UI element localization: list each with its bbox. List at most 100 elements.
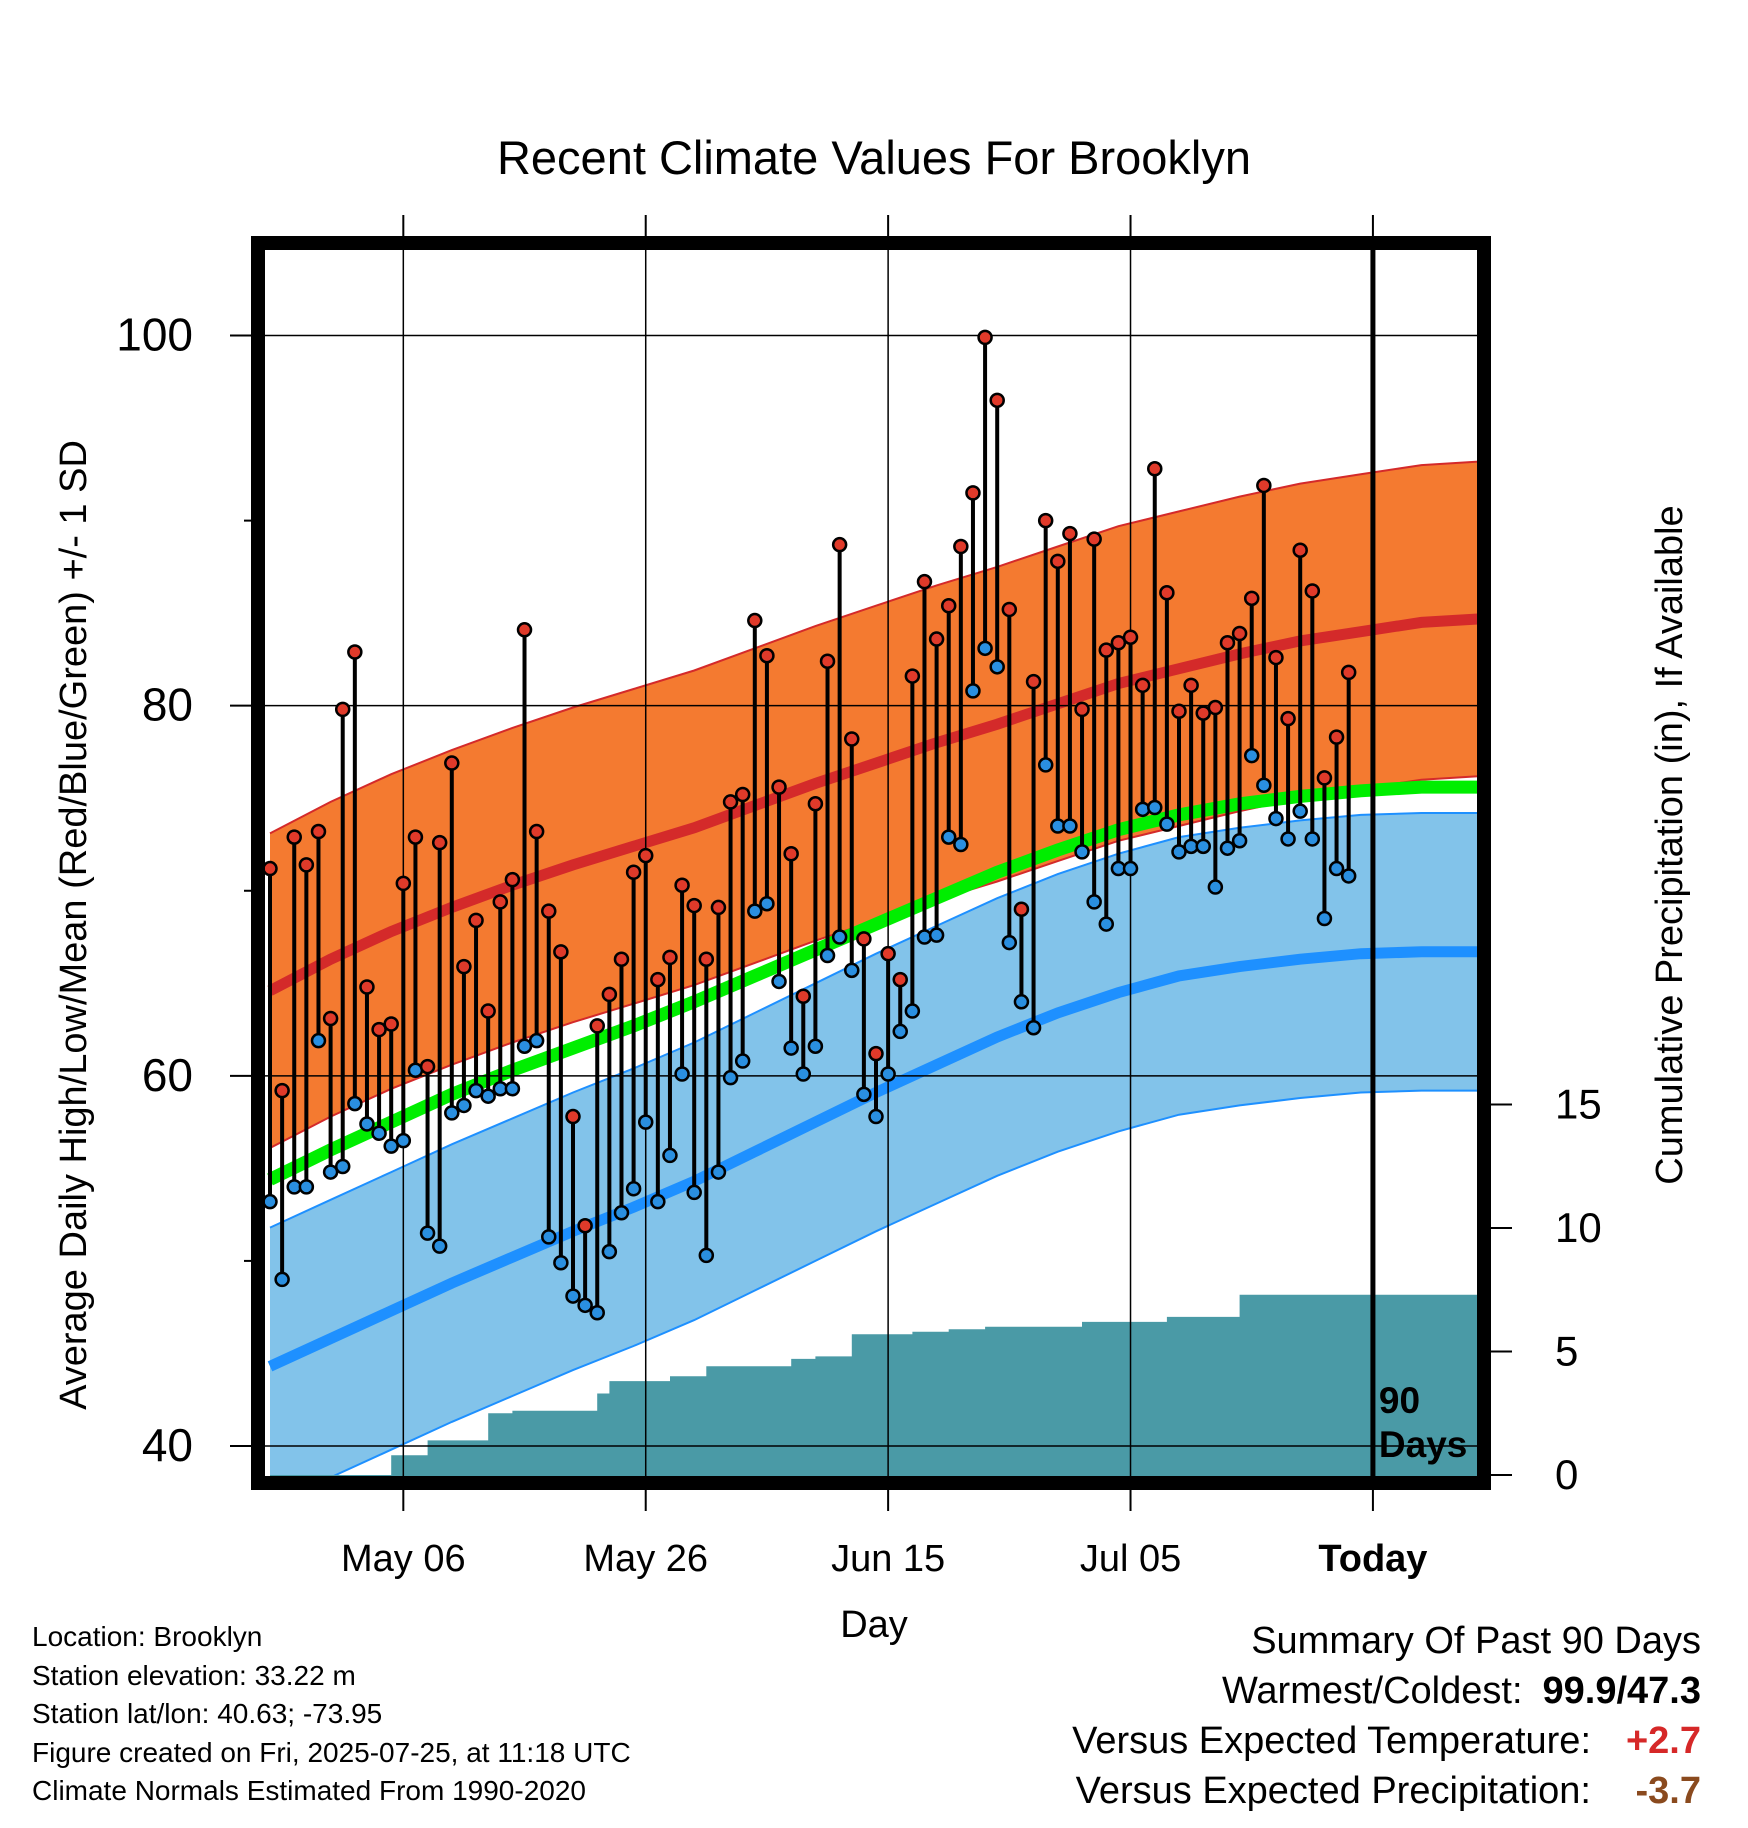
daily-low-point	[747, 903, 763, 919]
daily-high-point	[1013, 901, 1030, 918]
daily-high-point	[1110, 635, 1127, 651]
daily-low-point	[940, 829, 957, 845]
daily-low-point	[831, 929, 848, 945]
summary-panel: Summary Of Past 90 Days Warmest/Coldest:…	[1072, 1616, 1701, 1816]
normal-low-line	[267, 946, 1484, 1372]
daily-high-point	[977, 329, 993, 346]
daily-high-point	[1219, 635, 1236, 651]
daily-high-point	[334, 701, 351, 718]
daily-low-point	[310, 1032, 327, 1049]
x-axis-label: Day	[840, 1604, 908, 1646]
daily-low-point	[262, 1193, 278, 1210]
daily-low-point	[722, 1069, 739, 1086]
daily-high-point	[1340, 664, 1357, 681]
daily-low-point	[516, 1038, 533, 1054]
daily-low-point	[383, 1138, 399, 1154]
daily-low-point	[1316, 910, 1333, 927]
daily-high-point	[698, 951, 715, 967]
daily-low-point	[456, 1097, 472, 1114]
daily-low-point	[771, 973, 787, 990]
daily-high-point	[1243, 590, 1260, 607]
daily-low-point	[528, 1032, 545, 1049]
daily-low-point	[916, 929, 933, 945]
daily-high-point	[613, 951, 630, 967]
daily-low-point	[589, 1304, 605, 1321]
daily-low-point	[710, 1164, 727, 1180]
x-tick-label: Jun 15	[831, 1538, 945, 1580]
daily-high-point	[1316, 770, 1333, 786]
x-tick-label: May 06	[341, 1538, 466, 1580]
daily-high-point	[795, 988, 812, 1005]
daily-high-point	[407, 829, 424, 845]
daily-low-point	[868, 1108, 884, 1125]
created-text: Figure created on Fri, 2025-07-25, at 11…	[32, 1736, 631, 1768]
daily-high-point	[395, 875, 412, 892]
daily-low-point	[1062, 818, 1078, 834]
summary-warmest-row: Warmest/Coldest: 99.9/47.3	[1072, 1666, 1701, 1716]
y-tick-label: 40	[142, 1419, 193, 1471]
daily-low-point	[989, 659, 1005, 675]
daily-high-point	[1050, 553, 1066, 570]
daily-high-point	[601, 986, 618, 1003]
daily-low-point	[1098, 916, 1115, 932]
daily-high-point	[710, 899, 727, 916]
daily-low-point	[359, 1116, 375, 1132]
y2-axis-label: Cumulative Precipitation (in), If Availa…	[1649, 505, 1691, 1184]
daily-high-point	[625, 864, 642, 881]
daily-high-point	[1292, 542, 1308, 558]
daily-high-point	[1098, 642, 1115, 658]
daily-low-point	[759, 895, 775, 912]
daily-high-point	[904, 668, 921, 684]
daily-high-point	[674, 877, 690, 893]
normal-high-band	[270, 461, 1484, 1148]
normal-mean-line	[267, 780, 1484, 1186]
daily-high-point	[359, 979, 375, 995]
summary-precip-row: Versus Expected Precipitation: -3.7	[1072, 1766, 1701, 1816]
daily-high-point	[589, 1018, 605, 1034]
daily-low-point	[904, 1003, 921, 1019]
daily-high-point	[444, 755, 460, 771]
daily-low-point	[1134, 801, 1151, 818]
daily-high-point	[892, 971, 908, 988]
daily-high-point	[940, 597, 957, 614]
daily-high-point	[637, 847, 654, 864]
daily-high-point	[771, 779, 787, 795]
temp-label: Versus Expected Temperature:	[1072, 1720, 1591, 1762]
daily-low-point	[419, 1225, 436, 1241]
daily-low-point	[468, 1082, 484, 1099]
daily-high-point	[662, 949, 678, 966]
plot-frame	[251, 236, 1491, 1490]
daily-high-point	[1037, 512, 1054, 529]
daily-low-point	[977, 640, 993, 657]
daily-high-point	[807, 796, 824, 812]
daily-low-point	[1013, 994, 1030, 1010]
daily-high-point	[504, 871, 521, 888]
daily-low-point	[880, 1066, 896, 1082]
daily-low-point	[577, 1297, 593, 1314]
normal-low-lower-edge	[315, 1089, 1484, 1483]
y-tick-label: 60	[142, 1049, 193, 1101]
daily-high-point	[1183, 677, 1199, 694]
daily-high-point	[456, 958, 472, 975]
daily-high-point	[1171, 703, 1187, 719]
daily-high-point	[916, 573, 933, 590]
daily-low-point	[1195, 838, 1211, 855]
daily-low-point	[1171, 844, 1187, 860]
daily-low-point	[1219, 840, 1236, 856]
daily-low-point	[892, 1023, 908, 1040]
y-axis-label: Average Daily High/Low/Mean (Red/Blue/Gr…	[53, 440, 95, 1410]
y2-tick-label: 0	[1555, 1451, 1578, 1498]
daily-high-point	[1147, 461, 1163, 477]
location-text: Location: Brooklyn	[32, 1621, 263, 1652]
daily-low-point	[1025, 1019, 1042, 1036]
y-tick-label: 80	[142, 679, 193, 731]
daily-high-point	[747, 612, 763, 629]
daily-low-point	[965, 683, 981, 699]
daily-high-point	[1207, 699, 1224, 716]
daily-high-point	[322, 1010, 339, 1027]
daily-high-point	[1328, 729, 1345, 745]
daily-low-point	[698, 1247, 715, 1264]
daily-low-point	[1074, 844, 1090, 860]
